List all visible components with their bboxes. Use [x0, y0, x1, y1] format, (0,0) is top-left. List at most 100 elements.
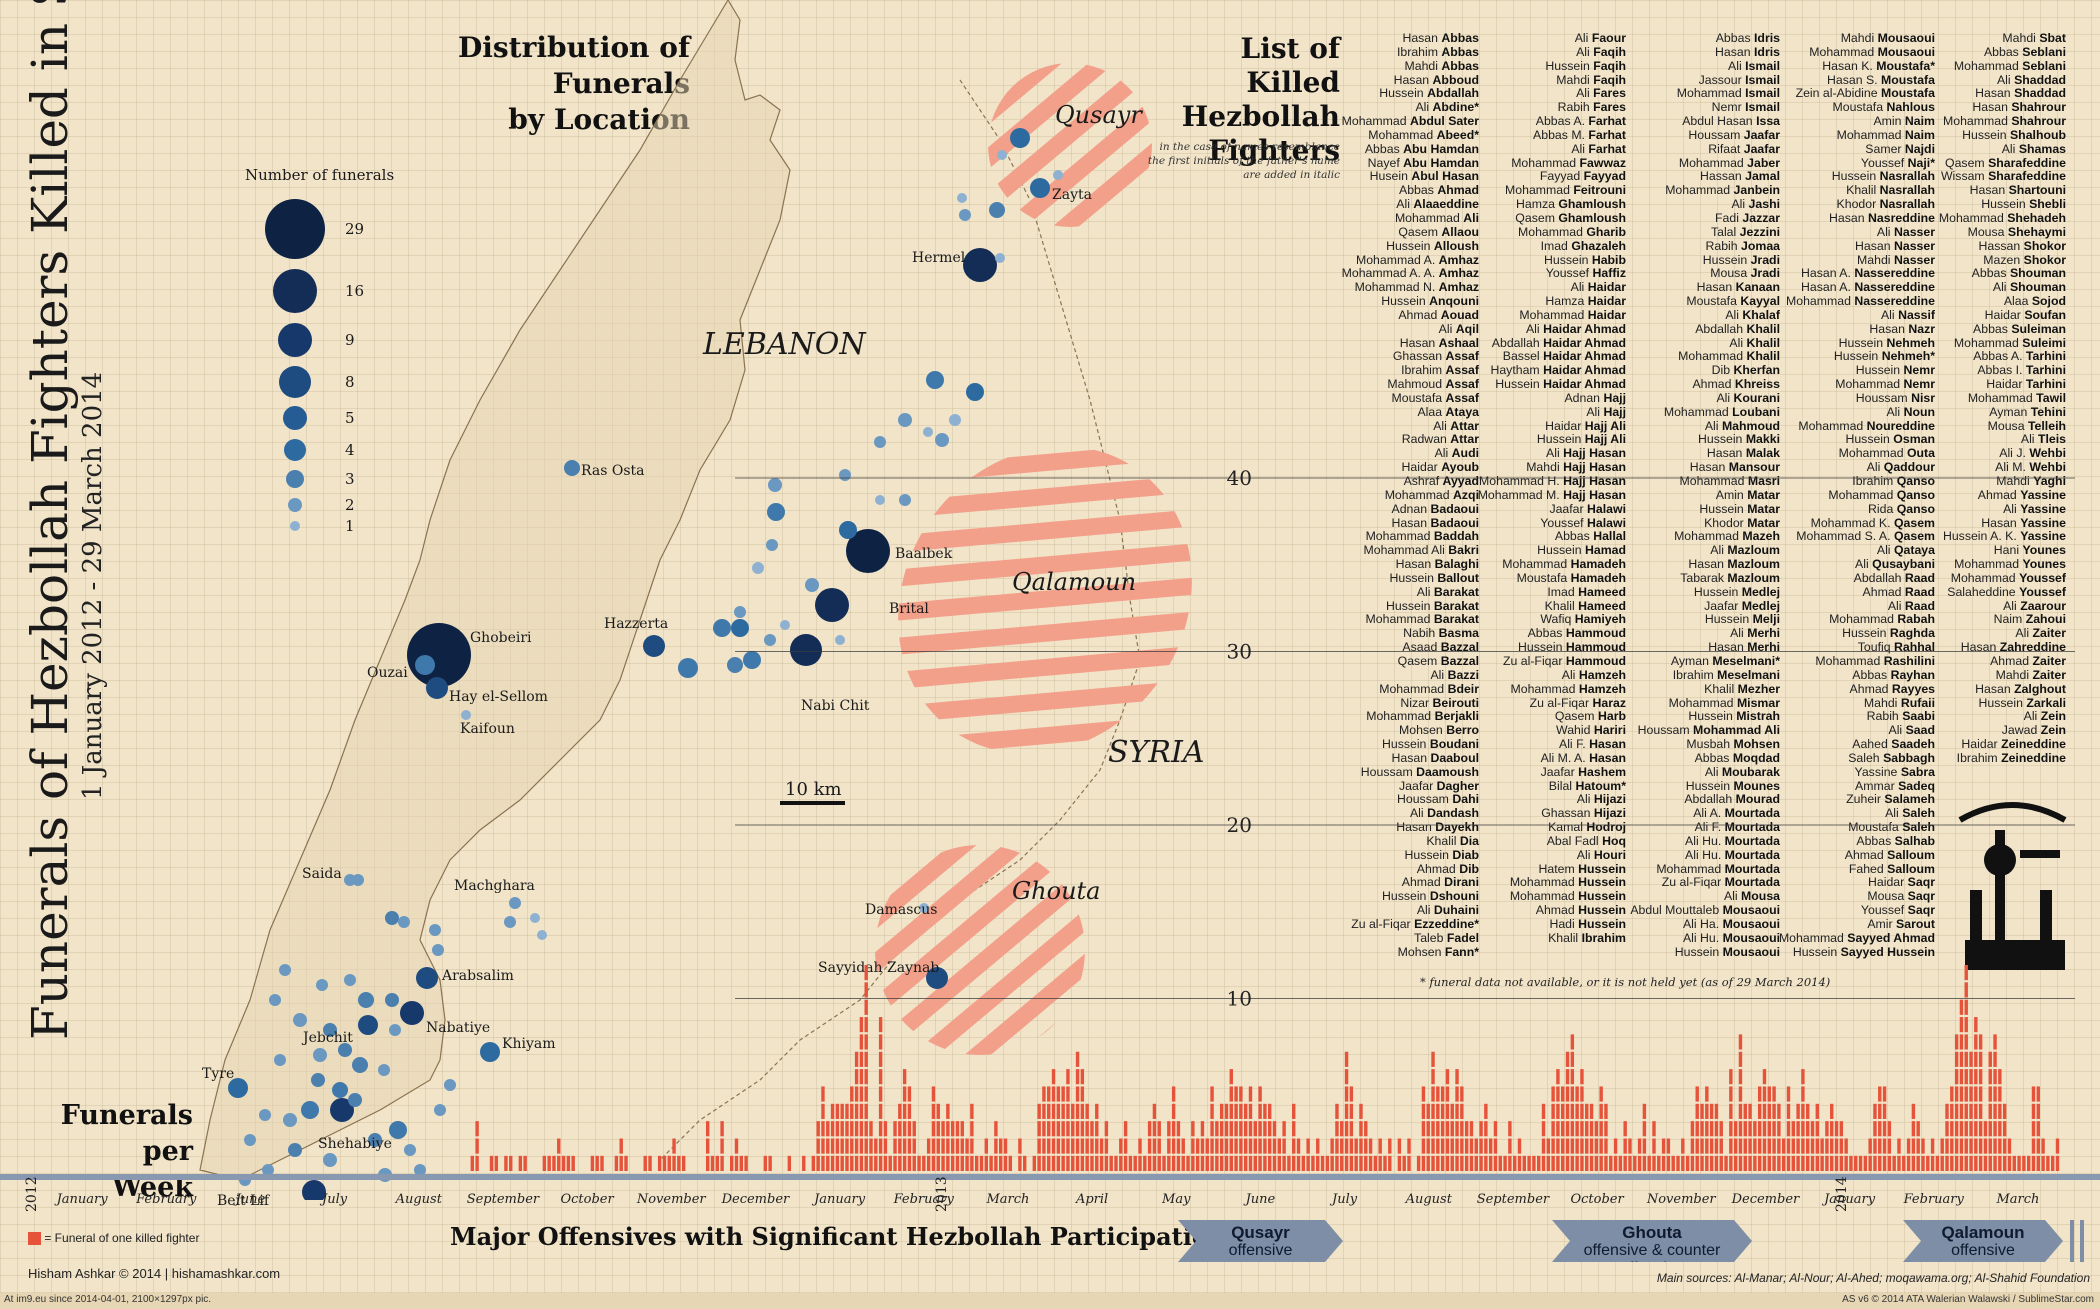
- first-name: Mohammad: [1953, 335, 2023, 350]
- dot-minor: [293, 1013, 307, 1027]
- bar-unit: [1599, 1103, 1603, 1119]
- bar-unit: [1729, 1103, 1733, 1119]
- family-name: Hoq: [1602, 833, 1626, 848]
- bar-unit: [1791, 1138, 1796, 1154]
- name-entry: Abal Fadl Hoq: [1474, 833, 1626, 849]
- family-name: Bazzi: [1447, 667, 1479, 682]
- first-name: Naim: [1993, 612, 2026, 627]
- name-entry: Taleb Fadel: [1329, 931, 1479, 946]
- bar-unit: [1974, 1034, 1978, 1050]
- bar-unit: [1018, 1155, 1022, 1171]
- bar-unit: [850, 1121, 854, 1137]
- family-name: Anqouni: [1429, 294, 1479, 309]
- first-name: Ali: [1876, 543, 1894, 558]
- first-name: Qasem: [1398, 224, 1442, 239]
- bar-unit: [864, 1138, 868, 1154]
- bar-unit: [893, 1138, 897, 1154]
- bar-unit: [1455, 1121, 1459, 1137]
- bar-unit: [1637, 1138, 1642, 1154]
- name-entry: Hasan Nasser: [1775, 239, 1935, 254]
- dot-minor: [244, 1134, 256, 1146]
- bar-unit: [624, 1155, 628, 1171]
- first-name: Hasan: [1981, 515, 2021, 530]
- bar-unit: [1263, 1155, 1267, 1171]
- family-name: Farhat: [1588, 114, 1626, 129]
- dot-minor: [332, 1082, 348, 1098]
- bar-unit: [1786, 1155, 1791, 1171]
- name-entry: Mohammad Hamzeh: [1474, 682, 1627, 697]
- first-name: Haidar: [1986, 377, 2026, 392]
- bar-unit: [1080, 1086, 1085, 1102]
- dot-minor: [404, 1144, 416, 1156]
- first-name: Mohammad: [1829, 612, 1898, 627]
- bar-unit: [1954, 1069, 1959, 1085]
- first-name: Ahmad: [1535, 903, 1579, 918]
- chart-legend-text: = Funeral of one killed fighter: [44, 1231, 200, 1245]
- name-entry: Houssam Mohammad Ali: [1620, 723, 1780, 738]
- name-entry: Mohammad Khalil: [1620, 349, 1780, 364]
- bar-unit: [1104, 1155, 1109, 1171]
- first-name: Ali: [1570, 280, 1588, 295]
- bar-unit: [1974, 1051, 1978, 1067]
- footer-strip: [0, 1293, 2100, 1309]
- bar-unit: [1585, 1138, 1589, 1154]
- bar-unit: [1911, 1121, 1916, 1137]
- first-name: Mahdi: [2002, 31, 2040, 45]
- first-name: Hussein: [1381, 737, 1430, 752]
- dot-minor: [389, 1024, 401, 1036]
- bar-unit: [926, 1138, 931, 1154]
- bar-unit: [1527, 1155, 1531, 1171]
- first-name: Mohammad N.: [1354, 280, 1439, 295]
- place-label: Nabi Chit: [801, 698, 870, 714]
- bar-unit: [1998, 1069, 2002, 1085]
- name-entry: Ali Zaiter: [1928, 626, 2066, 641]
- family-name: Hameed: [1578, 598, 1626, 613]
- name-entry: Mohammad Nassereddine: [1775, 294, 1935, 309]
- family-name: Barakat: [1433, 584, 1479, 599]
- family-name: Hallal: [1593, 529, 1626, 544]
- bar-unit: [864, 1155, 868, 1171]
- bar-unit: [705, 1121, 710, 1137]
- name-entry: Hasan Shaddad: [1928, 86, 2066, 101]
- name-entry: Toufiq Rahhal: [1775, 640, 1935, 655]
- family-name: Mansour: [1728, 460, 1780, 475]
- bar-unit: [902, 1069, 907, 1085]
- bar-unit: [1071, 1138, 1075, 1154]
- name-entry: Ali Saad: [1775, 723, 1936, 738]
- bar-unit: [1421, 1103, 1426, 1119]
- first-name: Mohammad: [1668, 695, 1737, 710]
- bar-unit: [1767, 1138, 1771, 1154]
- bar-unit: [1983, 1138, 1988, 1154]
- name-entry: Mahdi Zaiter: [1928, 667, 2066, 683]
- bar-unit: [1248, 1121, 1253, 1137]
- first-name: Mohammad K.: [1810, 515, 1894, 530]
- place-label: Hay el-Sellom: [449, 689, 548, 705]
- first-name: Mousa: [1710, 266, 1751, 281]
- bar-unit: [936, 1121, 940, 1137]
- family-name: Nasser: [1893, 224, 1935, 239]
- bar-unit: [1830, 1155, 1834, 1171]
- bar-unit: [1210, 1155, 1214, 1171]
- bar-unit: [1440, 1138, 1445, 1154]
- name-entry: Mahdi Sbat: [1928, 31, 2066, 46]
- bar-unit: [878, 1103, 883, 1119]
- dot-nabi-chit: [790, 634, 822, 666]
- bar-unit: [859, 1103, 864, 1119]
- first-name: Khalil: [1426, 833, 1460, 848]
- name-entry: Ali Hajj Hasan: [1474, 446, 1626, 461]
- first-name: Khodor: [1836, 197, 1880, 212]
- first-name: Mahdi: [1995, 667, 2033, 682]
- bar-unit: [1546, 1138, 1551, 1154]
- bar-unit: [864, 1034, 868, 1050]
- name-entry: Radwan Attar: [1329, 433, 1479, 447]
- bar-unit: [1772, 1155, 1776, 1171]
- bar-unit: [864, 1086, 868, 1102]
- bar-unit: [1964, 1121, 1968, 1137]
- first-name: Abbas: [1527, 626, 1566, 641]
- bar-unit: [1959, 999, 1964, 1015]
- bar-unit: [1796, 1103, 1800, 1119]
- family-name: Abdallah: [1427, 86, 1479, 101]
- bar-unit: [2031, 1155, 2036, 1171]
- family-name: Haffiz: [1592, 266, 1626, 281]
- place-label: Jebchit: [303, 1030, 353, 1046]
